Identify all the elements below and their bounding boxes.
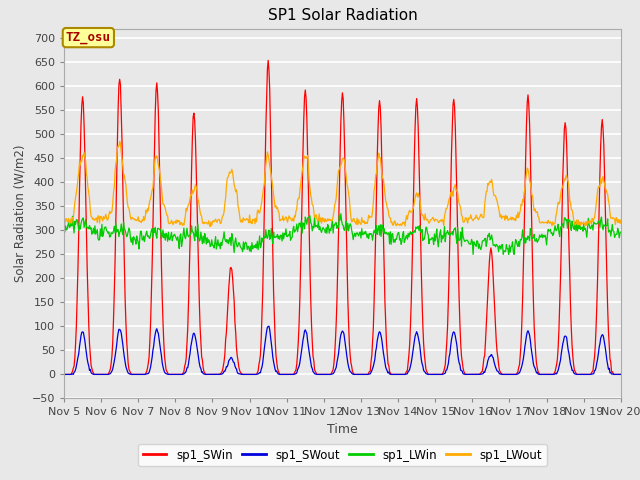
- sp1_LWin: [337, 211, 345, 216]
- sp1_SWin: [182, 355, 190, 361]
- sp1_LWout: [183, 208, 191, 214]
- Line: sp1_LWin: sp1_LWin: [64, 214, 621, 254]
- sp1_SWin: [264, 58, 272, 63]
- sp1_LWout: [116, 139, 124, 144]
- Y-axis label: Solar Radiation (W/m2): Solar Radiation (W/m2): [13, 145, 26, 282]
- sp1_LWout: [568, 206, 575, 212]
- Text: TZ_osu: TZ_osu: [66, 31, 111, 44]
- sp1_SWout: [206, 372, 214, 377]
- sp1_SWout: [335, 350, 342, 356]
- sp1_LWout: [445, 200, 452, 205]
- Line: sp1_SWout: sp1_SWout: [64, 326, 621, 374]
- sp1_LWin: [60, 224, 68, 229]
- Line: sp1_SWin: sp1_SWin: [64, 60, 621, 374]
- sp1_LWout: [390, 222, 397, 228]
- sp1_LWout: [208, 223, 216, 228]
- sp1_LWin: [334, 223, 342, 228]
- X-axis label: Time: Time: [327, 423, 358, 436]
- sp1_LWout: [206, 224, 214, 229]
- sp1_SWin: [444, 324, 451, 329]
- sp1_SWout: [566, 361, 574, 367]
- sp1_SWin: [566, 304, 574, 310]
- sp1_LWin: [444, 228, 451, 233]
- Line: sp1_LWout: sp1_LWout: [64, 142, 621, 227]
- sp1_SWout: [182, 368, 190, 374]
- sp1_LWin: [389, 231, 397, 237]
- sp1_LWin: [206, 244, 214, 250]
- sp1_LWin: [617, 229, 625, 235]
- sp1_SWout: [617, 372, 625, 377]
- sp1_LWout: [617, 220, 625, 226]
- Title: SP1 Solar Radiation: SP1 Solar Radiation: [268, 9, 417, 24]
- sp1_SWin: [206, 372, 214, 377]
- sp1_SWin: [617, 372, 625, 377]
- sp1_SWout: [60, 372, 68, 377]
- sp1_LWout: [60, 216, 68, 221]
- sp1_SWout: [389, 372, 397, 377]
- Legend: sp1_SWin, sp1_SWout, sp1_LWin, sp1_LWout: sp1_SWin, sp1_SWout, sp1_LWin, sp1_LWout: [138, 444, 547, 467]
- sp1_SWout: [265, 323, 273, 329]
- sp1_LWout: [335, 167, 343, 172]
- sp1_SWout: [444, 364, 451, 370]
- sp1_LWin: [182, 232, 190, 238]
- sp1_SWin: [60, 372, 68, 377]
- sp1_LWin: [568, 228, 575, 233]
- sp1_SWin: [389, 372, 397, 377]
- sp1_LWin: [469, 252, 477, 257]
- sp1_SWin: [335, 229, 342, 235]
